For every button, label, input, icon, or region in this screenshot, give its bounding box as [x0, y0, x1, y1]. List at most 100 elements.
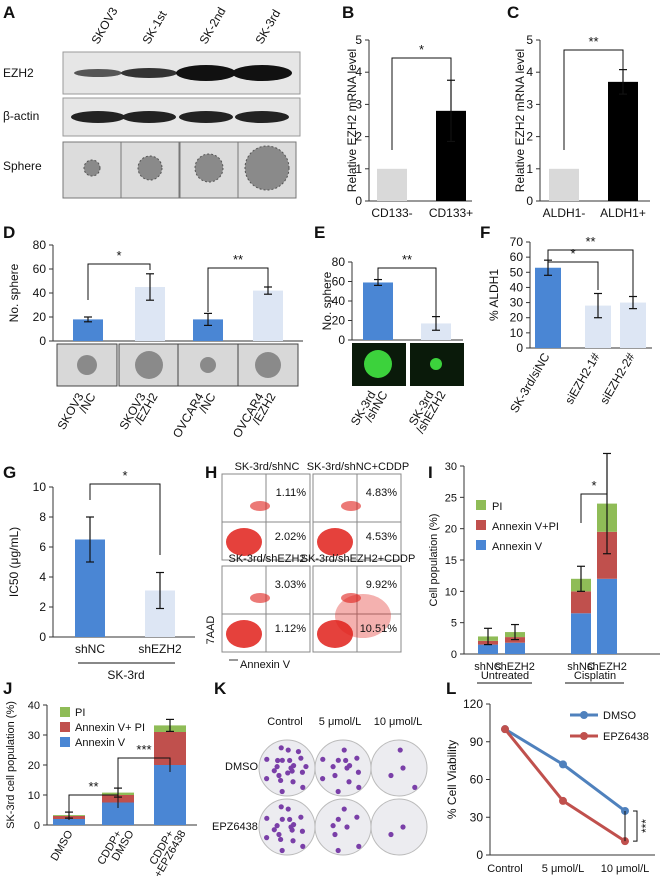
sphere: [255, 352, 281, 378]
cell-cluster: [250, 501, 270, 511]
colony: [271, 768, 277, 774]
x-tick-label: shNC: [75, 642, 105, 656]
sphere-fluor: [364, 350, 392, 378]
y-tick-label: 80: [33, 238, 47, 252]
lane-label: SK-3rd: [252, 7, 283, 46]
band: [179, 111, 233, 123]
chart-L: 0 30 60 90 120 Control 5 μmol/L 10 μmol/L DMSO EP…: [445, 697, 655, 875]
significance-bracket: [377, 267, 437, 320]
colony: [400, 824, 406, 830]
quadrant-lr: 2.02%: [275, 531, 306, 543]
y-tick-label: 0: [526, 194, 533, 208]
colony: [285, 747, 291, 753]
panel-letter: K: [214, 679, 227, 698]
group-label: SK-3rd: [107, 668, 144, 682]
colony: [298, 814, 304, 820]
bar-segment: [597, 531, 617, 579]
cell-cluster: [250, 593, 270, 603]
row-label: DMSO: [225, 761, 258, 773]
y-tick-label: 0: [39, 334, 46, 348]
x-tick-label: DMSO: [49, 828, 76, 863]
colony: [332, 831, 338, 838]
panel-letter: L: [446, 679, 456, 698]
colony: [330, 764, 336, 770]
significance-label: *: [122, 468, 127, 483]
colony: [264, 776, 270, 782]
y-tick-label: 3: [355, 97, 362, 111]
panel-letter: D: [3, 223, 15, 242]
bar: [73, 319, 103, 341]
y-tick-label: 10: [510, 326, 524, 340]
colony: [278, 745, 284, 751]
y-tick-label: 8: [39, 510, 46, 524]
data-point: [559, 796, 567, 805]
colony: [355, 769, 362, 775]
bar: [193, 319, 223, 341]
significance-bracket: [633, 810, 638, 842]
data-point: [501, 725, 509, 734]
y-axis-label: % Cell Viability: [445, 740, 459, 819]
cell-cluster: [341, 501, 361, 511]
colony: [274, 764, 280, 770]
lane-label: SK-2nd: [196, 5, 228, 47]
sphere: [200, 357, 216, 373]
colony: [341, 747, 347, 753]
bar-segment: [597, 578, 617, 654]
y-axis-label: IC50 (μg/mL): [7, 527, 21, 597]
flow-plot-title: SK-3rd/shNC+CDDP: [307, 461, 409, 473]
y-axis-label: Relative EZH2 mRNA level: [513, 49, 527, 192]
group-label: Cisplatin: [574, 670, 616, 682]
x-tick-label: SK-3rd/siNC: [507, 350, 553, 415]
y-tick-label: 4: [39, 570, 46, 584]
band: [121, 68, 177, 78]
significance-label: **: [402, 252, 412, 267]
y-tick-label: 20: [33, 310, 47, 324]
quadrant-ur: 9.92%: [366, 579, 397, 591]
significance-label: **: [88, 779, 98, 794]
significance-bracket: [547, 249, 634, 300]
colony: [290, 763, 297, 769]
colony: [289, 768, 295, 774]
colony: [287, 757, 293, 764]
y-tick-label: 40: [510, 280, 524, 294]
colony: [264, 835, 270, 841]
cell-cluster: [335, 594, 391, 638]
y-tick-label: 2: [526, 130, 533, 144]
y-tick-label: 20: [28, 760, 40, 772]
legend-label: PI: [492, 501, 502, 513]
y-tick-label: 5: [526, 33, 533, 47]
y-tick-label: 60: [510, 250, 524, 264]
significance-label: **: [588, 34, 598, 49]
y-tick-label: 30: [470, 810, 484, 824]
y-axis-label: Cell population (%): [428, 514, 440, 607]
colony: [354, 755, 360, 761]
y-axis-label: SK-3rd cell population (%): [5, 701, 17, 829]
colony: [335, 757, 341, 763]
colony: [276, 831, 282, 838]
x-axis-label: Annexin V: [240, 659, 291, 671]
colony: [275, 757, 281, 764]
y-tick-label: 10: [33, 480, 47, 494]
sphere: [83, 159, 101, 177]
column-label: 10 μmol/L: [374, 716, 423, 728]
significance-bracket: [547, 261, 599, 290]
panel-letter: E: [314, 223, 325, 242]
quadrant-ur: 3.03%: [275, 579, 306, 591]
colony: [346, 779, 352, 785]
y-tick-label: 25: [445, 492, 457, 504]
dish: [370, 798, 428, 856]
chart-C: 0 1 2 3 4 5 ALDH1- ALDH1+ Relative EZH2 mRNA lev…: [513, 33, 650, 220]
significance-bracket: [207, 267, 269, 312]
quadrant-lr: 4.53%: [366, 531, 397, 543]
band: [122, 111, 176, 123]
bar: [620, 302, 646, 348]
legend-label: Annexin V+PI: [492, 521, 559, 533]
y-tick-label: 30: [510, 296, 524, 310]
y-tick-label: 5: [451, 618, 457, 630]
legend-swatch: [476, 500, 486, 510]
y-tick-label: 0: [338, 333, 345, 347]
y-tick-label: 0: [516, 341, 523, 355]
significance-bracket: [563, 49, 624, 150]
colony: [303, 763, 309, 770]
